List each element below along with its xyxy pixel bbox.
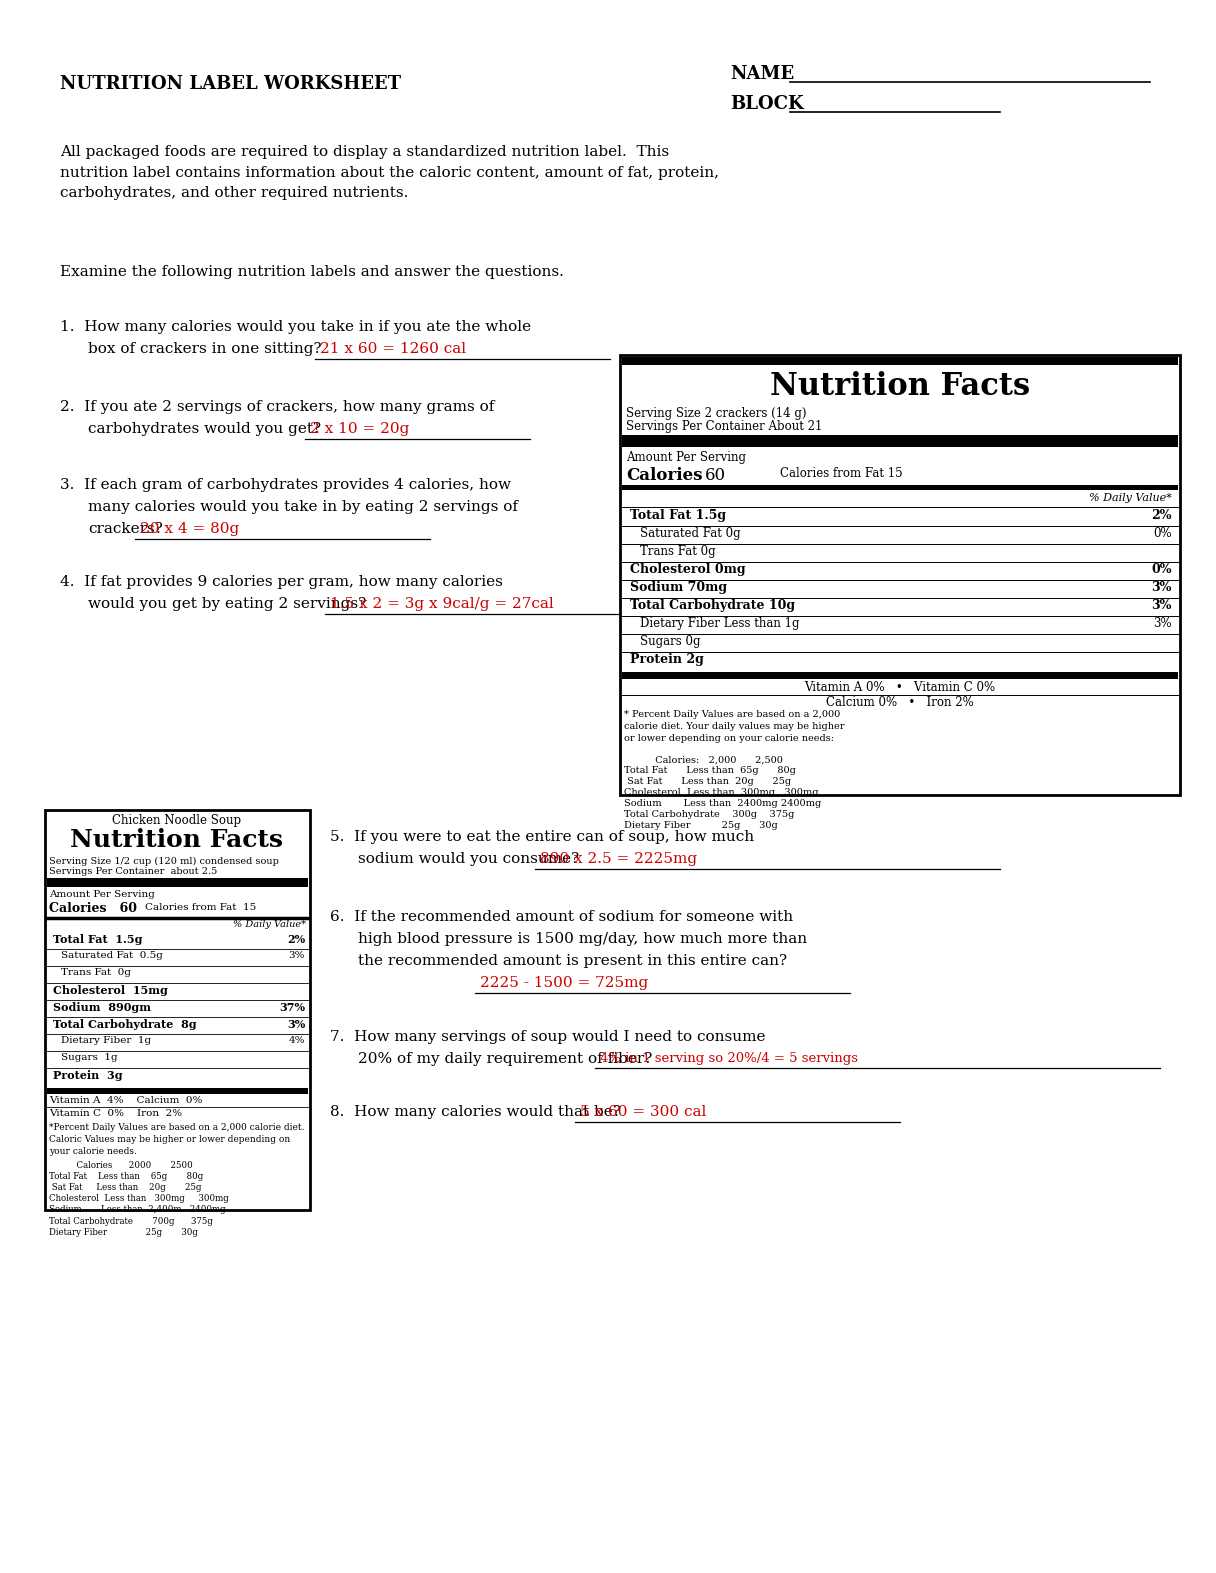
Text: 7.  How many servings of soup would I need to consume: 7. How many servings of soup would I nee…	[330, 1030, 766, 1044]
Text: Sugars 0g: Sugars 0g	[640, 635, 700, 648]
Text: box of crackers in one sitting?: box of crackers in one sitting?	[88, 341, 321, 355]
Text: crackers?: crackers?	[88, 522, 163, 536]
Text: 890 x 2.5 = 2225mg: 890 x 2.5 = 2225mg	[540, 853, 697, 867]
Text: 21 x 60 = 1260 cal: 21 x 60 = 1260 cal	[320, 341, 466, 355]
Text: 6.  If the recommended amount of sodium for someone with: 6. If the recommended amount of sodium f…	[330, 911, 793, 923]
Text: 3%: 3%	[288, 952, 305, 960]
Bar	[623, 484, 1178, 491]
Text: Dietary Fiber Less than 1g: Dietary Fiber Less than 1g	[640, 617, 799, 631]
Text: 5 x 60 = 300 cal: 5 x 60 = 300 cal	[580, 1104, 706, 1118]
Text: NAME: NAME	[730, 64, 794, 83]
Text: Total Fat 1.5g: Total Fat 1.5g	[630, 510, 726, 522]
Text: 20% of my daily requirement of fiber?: 20% of my daily requirement of fiber?	[358, 1052, 652, 1066]
Text: 2%: 2%	[287, 934, 305, 945]
Text: 60: 60	[705, 467, 726, 484]
Bar	[620, 355, 1180, 794]
Text: 3%: 3%	[287, 1019, 305, 1030]
Text: 3%: 3%	[1153, 617, 1172, 631]
Text: Serving Size 1/2 cup (120 ml) condensed soup: Serving Size 1/2 cup (120 ml) condensed …	[49, 857, 278, 867]
Text: Nutrition Facts: Nutrition Facts	[71, 827, 283, 853]
Text: Protein 2g: Protein 2g	[630, 653, 704, 665]
Text: Calories      2000       2500
Total Fat    Less than    65g       80g
 Sat Fat  : Calories 2000 2500 Total Fat Less than 6…	[49, 1161, 229, 1236]
Text: Sodium 70mg: Sodium 70mg	[630, 580, 727, 595]
Text: Calories from Fat  15: Calories from Fat 15	[145, 903, 257, 912]
Bar	[47, 1089, 308, 1093]
Text: * Percent Daily Values are based on a 2,000
calorie diet. Your daily values may : * Percent Daily Values are based on a 2,…	[624, 709, 844, 742]
Text: *Percent Daily Values are based on a 2,000 calorie diet.
Caloric Values may be h: *Percent Daily Values are based on a 2,0…	[49, 1123, 304, 1156]
Text: 1.  How many calories would you take in if you ate the whole: 1. How many calories would you take in i…	[60, 319, 531, 333]
Text: Amount Per Serving: Amount Per Serving	[626, 451, 745, 464]
Text: Total Carbohydrate  8g: Total Carbohydrate 8g	[54, 1019, 197, 1030]
Bar	[47, 878, 308, 887]
Bar	[623, 357, 1178, 365]
Text: Total Carbohydrate 10g: Total Carbohydrate 10g	[630, 599, 795, 612]
Text: Serving Size 2 crackers (14 g): Serving Size 2 crackers (14 g)	[626, 407, 806, 420]
Text: Cholesterol 0mg: Cholesterol 0mg	[630, 563, 745, 576]
Text: 3%: 3%	[1152, 580, 1172, 595]
Text: 2225 - 1500 = 725mg: 2225 - 1500 = 725mg	[480, 975, 648, 989]
Text: carbohydrates would you get?: carbohydrates would you get?	[88, 422, 321, 436]
Text: 0%: 0%	[1152, 563, 1172, 576]
Text: Calories: Calories	[626, 467, 703, 484]
Text: Servings Per Container About 21: Servings Per Container About 21	[626, 420, 822, 433]
Text: the recommended amount is present in this entire can?: the recommended amount is present in thi…	[358, 953, 787, 967]
Text: Sodium  890gm: Sodium 890gm	[54, 1002, 151, 1013]
Text: 20 x 4 = 80g: 20 x 4 = 80g	[140, 522, 240, 536]
Text: would you get by eating 2 servings?: would you get by eating 2 servings?	[88, 598, 366, 610]
Text: many calories would you take in by eating 2 servings of: many calories would you take in by eatin…	[88, 500, 518, 514]
Text: sodium would you consume?: sodium would you consume?	[358, 853, 579, 867]
Text: Total Fat      Less than  65g      80g
 Sat Fat      Less than  20g      25g
Cho: Total Fat Less than 65g 80g Sat Fat Less…	[624, 766, 821, 831]
Text: % Daily Value*: % Daily Value*	[233, 920, 306, 930]
Bar	[45, 810, 310, 1210]
Text: Protein  3g: Protein 3g	[54, 1070, 123, 1081]
Text: 0%: 0%	[1153, 527, 1172, 540]
Text: Vitamin A 0%   •   Vitamin C 0%: Vitamin A 0% • Vitamin C 0%	[805, 681, 996, 694]
Text: 2.  If you ate 2 servings of crackers, how many grams of: 2. If you ate 2 servings of crackers, ho…	[60, 400, 495, 414]
Text: 5.  If you were to eat the entire can of soup, how much: 5. If you were to eat the entire can of …	[330, 831, 754, 845]
Text: Chicken Noodle Soup: Chicken Noodle Soup	[112, 813, 242, 827]
Text: Dietary Fiber  1g: Dietary Fiber 1g	[61, 1037, 151, 1044]
Text: Vitamin A  4%    Calcium  0%: Vitamin A 4% Calcium 0%	[49, 1096, 202, 1104]
Text: Saturated Fat 0g: Saturated Fat 0g	[640, 527, 741, 540]
Bar	[623, 672, 1178, 680]
Text: Calories   60: Calories 60	[49, 901, 137, 915]
Text: 3%: 3%	[1152, 599, 1172, 612]
Text: All packaged foods are required to display a standardized nutrition label.  This: All packaged foods are required to displ…	[60, 145, 719, 200]
Text: Examine the following nutrition labels and answer the questions.: Examine the following nutrition labels a…	[60, 264, 564, 278]
Text: 3.  If each gram of carbohydrates provides 4 calories, how: 3. If each gram of carbohydrates provide…	[60, 478, 511, 492]
Text: Sugars  1g: Sugars 1g	[61, 1052, 118, 1062]
Text: 2%: 2%	[1152, 510, 1172, 522]
Text: high blood pressure is 1500 mg/day, how much more than: high blood pressure is 1500 mg/day, how …	[358, 931, 807, 945]
Text: Total Fat  1.5g: Total Fat 1.5g	[54, 934, 142, 945]
Text: 1.5 x 2 = 3g x 9cal/g = 27cal: 1.5 x 2 = 3g x 9cal/g = 27cal	[330, 598, 553, 610]
Text: 8.  How many calories would that be?: 8. How many calories would that be?	[330, 1104, 621, 1118]
Text: 4%: 4%	[288, 1037, 305, 1044]
Text: 4% in 1 serving so 20%/4 = 5 servings: 4% in 1 serving so 20%/4 = 5 servings	[599, 1052, 858, 1065]
Text: Trans Fat 0g: Trans Fat 0g	[640, 544, 716, 558]
Text: Vitamin C  0%    Iron  2%: Vitamin C 0% Iron 2%	[49, 1109, 182, 1118]
Text: 2 x 10 = 20g: 2 x 10 = 20g	[310, 422, 410, 436]
Text: NUTRITION LABEL WORKSHEET: NUTRITION LABEL WORKSHEET	[60, 76, 401, 93]
Text: Calories from Fat 15: Calories from Fat 15	[779, 467, 902, 480]
Text: Calcium 0%   •   Iron 2%: Calcium 0% • Iron 2%	[826, 695, 974, 709]
Text: Amount Per Serving: Amount Per Serving	[49, 890, 154, 900]
Text: % Daily Value*: % Daily Value*	[1090, 492, 1172, 503]
Text: BLOCK: BLOCK	[730, 94, 804, 113]
Text: 37%: 37%	[278, 1002, 305, 1013]
Text: Saturated Fat  0.5g: Saturated Fat 0.5g	[61, 952, 163, 960]
Text: Trans Fat  0g: Trans Fat 0g	[61, 967, 131, 977]
Text: Servings Per Container  about 2.5: Servings Per Container about 2.5	[49, 867, 218, 876]
Text: Cholesterol  15mg: Cholesterol 15mg	[54, 985, 168, 996]
Text: 4.  If fat provides 9 calories per gram, how many calories: 4. If fat provides 9 calories per gram, …	[60, 576, 503, 588]
Text: Calories:   2,000      2,500: Calories: 2,000 2,500	[624, 757, 783, 764]
Bar	[623, 436, 1178, 447]
Text: Nutrition Facts: Nutrition Facts	[770, 371, 1030, 403]
